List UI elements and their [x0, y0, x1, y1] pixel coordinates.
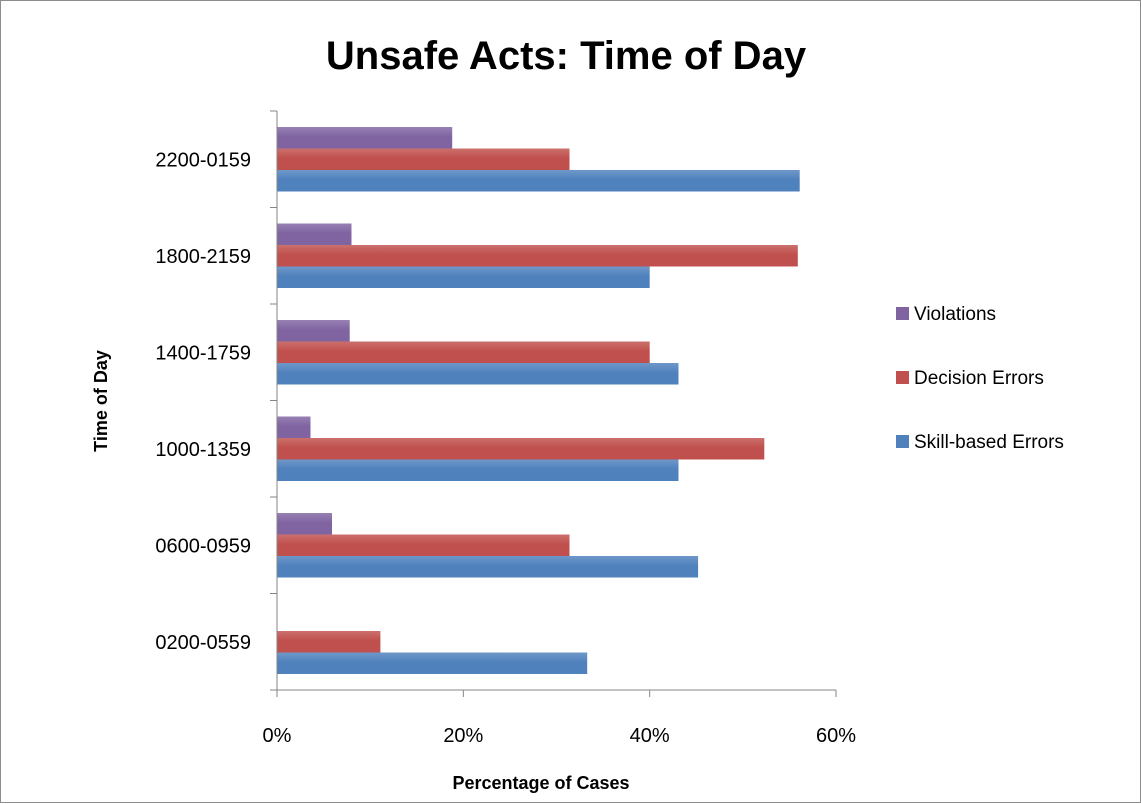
legend-label-violations: Violations: [914, 304, 996, 325]
bar-skill-based-errors-0200-0559: [277, 652, 588, 674]
bar-violations-1800-2159: [277, 223, 352, 245]
bar-violations-2200-0159: [277, 127, 453, 149]
y-axis-title: Time of Day: [91, 350, 111, 452]
legend-label-decision-errors: Decision Errors: [914, 368, 1044, 389]
y-tick-label: 1400-1759: [155, 342, 251, 364]
bar-decision-errors-2200-0159: [277, 148, 570, 170]
x-axis-title: Percentage of Cases: [452, 773, 629, 793]
bar-violations-1000-1359: [277, 416, 311, 438]
bar-skill-based-errors-1400-1759: [277, 363, 679, 385]
x-tick-label: 40%: [630, 725, 670, 747]
y-tick-label: 0600-0959: [155, 535, 251, 557]
x-axis: 0% 20% 40% 60%: [263, 689, 856, 747]
bar-decision-errors-1800-2159: [277, 245, 798, 267]
bar-skill-based-errors-1000-1359: [277, 459, 679, 481]
legend-swatch-skill-based-errors: [896, 435, 909, 448]
bar-skill-based-errors-0600-0959: [277, 556, 699, 578]
legend-swatch-violations: [896, 307, 909, 320]
bar-decision-errors-0200-0559: [277, 631, 381, 653]
x-tick-label: 20%: [443, 725, 483, 747]
bars-group: [277, 127, 800, 674]
bar-skill-based-errors-1800-2159: [277, 266, 650, 288]
y-tick-label: 2200-0159: [155, 149, 251, 171]
chart-title: Unsafe Acts: Time of Day: [326, 34, 807, 78]
y-tick-label: 0200-0559: [155, 632, 251, 654]
bar-violations-0600-0959: [277, 513, 332, 535]
bar-decision-errors-1400-1759: [277, 341, 650, 363]
bar-violations-1400-1759: [277, 320, 350, 342]
y-tick-label: 1000-1359: [155, 439, 251, 461]
y-axis: 0200-0559 0600-0959 1000-1359 1400-1759 1800…: [155, 110, 278, 691]
bar-decision-errors-0600-0959: [277, 534, 570, 556]
y-tick-label: 1800-2159: [155, 246, 251, 268]
legend-swatch-decision-errors: [896, 371, 909, 384]
bar-decision-errors-1000-1359: [277, 438, 765, 460]
x-tick-label: 0%: [263, 725, 292, 747]
x-tick-label: 60%: [816, 725, 856, 747]
legend-label-skill-based-errors: Skill-based Errors: [914, 432, 1064, 453]
legend: Violations Decision Errors Skill-based Err…: [896, 304, 1064, 453]
bar-skill-based-errors-2200-0159: [277, 170, 800, 192]
